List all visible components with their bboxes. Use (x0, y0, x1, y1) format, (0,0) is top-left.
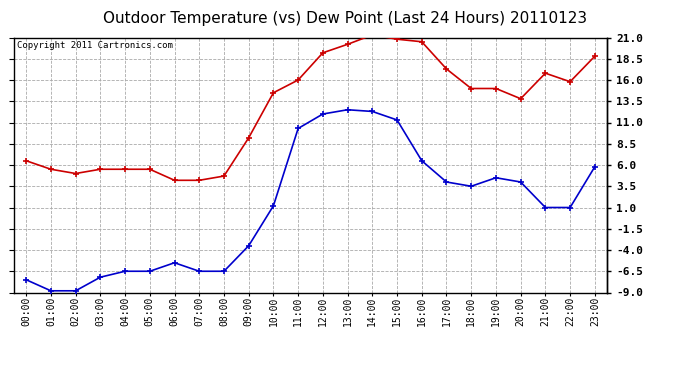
Text: Copyright 2011 Cartronics.com: Copyright 2011 Cartronics.com (17, 41, 172, 50)
Text: Outdoor Temperature (vs) Dew Point (Last 24 Hours) 20110123: Outdoor Temperature (vs) Dew Point (Last… (103, 11, 587, 26)
